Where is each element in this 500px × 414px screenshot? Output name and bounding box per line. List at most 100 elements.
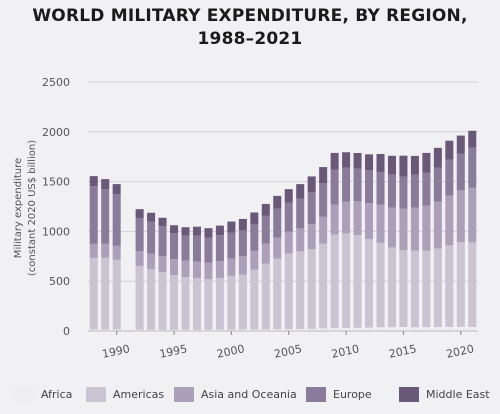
bar-segment: [296, 228, 305, 252]
bar-segment: [89, 257, 98, 330]
legend-swatch: [86, 387, 106, 402]
bar-segment: [410, 327, 419, 331]
x-tick-label: 1995: [158, 342, 188, 361]
bar-segment: [319, 243, 328, 329]
bar-segment: [399, 176, 408, 209]
bar-segment: [433, 248, 442, 328]
y-axis-label-line-2: (constant 2020 US$ billion): [27, 140, 38, 276]
bar-segment: [433, 201, 442, 249]
bar-segment: [399, 327, 408, 331]
bar-segment: [284, 231, 293, 254]
bar-segment: [135, 329, 144, 331]
legend-label: Africa: [41, 388, 73, 401]
bar-segment: [433, 167, 442, 202]
bar-segment: [158, 217, 167, 227]
bar-segment: [296, 184, 305, 199]
bar-segment: [376, 327, 385, 331]
bar-segment: [261, 215, 270, 244]
bar-segment: [468, 187, 477, 243]
bar-segment: [422, 172, 431, 206]
bar-segment: [135, 265, 144, 330]
bar-segment: [112, 245, 121, 260]
bar-segment: [170, 225, 179, 234]
bar-segment: [227, 329, 236, 331]
bar-segment: [296, 329, 305, 331]
bar-segment: [204, 279, 213, 330]
bar-segment: [307, 176, 316, 193]
y-tick-label: 500: [49, 275, 70, 288]
bar-segment: [376, 242, 385, 328]
bar-segment: [284, 189, 293, 203]
bar-segment: [456, 242, 465, 327]
bar-segment: [353, 168, 362, 202]
bar-segment: [296, 251, 305, 330]
bar-segment: [273, 208, 282, 238]
bar-segment: [158, 256, 167, 273]
bar-segment: [89, 329, 98, 331]
bar-segment: [365, 170, 374, 204]
bar-segment: [261, 203, 270, 216]
bar-segment: [215, 225, 224, 236]
bar-segment: [238, 329, 247, 331]
y-tick-label: 1500: [42, 176, 70, 189]
bar-segment: [468, 327, 477, 331]
bar-segment: [399, 208, 408, 251]
bar-segment: [147, 253, 156, 270]
bar-segment: [101, 179, 110, 190]
legend-label: Americas: [113, 388, 165, 401]
bar-segment: [112, 329, 121, 331]
bar-segment: [250, 269, 259, 330]
bar-segment: [284, 329, 293, 331]
bar-segment: [238, 256, 247, 275]
bar-segment: [330, 169, 339, 205]
bar-segment: [147, 221, 156, 254]
bar-segment: [456, 153, 465, 191]
bar-segment: [89, 243, 98, 258]
x-tick-label: 2015: [388, 342, 418, 361]
legend-label: Asia and Oceania: [201, 388, 297, 401]
bar-segment: [468, 147, 477, 188]
bar-segment: [147, 212, 156, 222]
bar-segment: [319, 216, 328, 244]
bar-segment: [101, 243, 110, 258]
bar-segment: [330, 152, 339, 170]
legend-swatch: [306, 387, 326, 402]
bar-segment: [330, 234, 339, 329]
y-axis-label-line-1: Military expenditure: [13, 158, 24, 258]
x-tick-label: 2020: [445, 342, 475, 361]
bar-segment: [376, 154, 385, 172]
bar-segment: [410, 174, 419, 208]
bar-segment: [147, 329, 156, 331]
bar-segment: [319, 328, 328, 331]
bar-segment: [422, 250, 431, 328]
bar-segment: [353, 235, 362, 328]
bar-segment: [238, 274, 247, 330]
bar-segment: [181, 235, 190, 261]
bar-segment: [468, 242, 477, 328]
bar-segment: [89, 186, 98, 244]
bar-segment: [112, 194, 121, 246]
bar-segment: [422, 327, 431, 331]
bar-segment: [192, 278, 201, 330]
bar-segment: [284, 253, 293, 330]
bar-segment: [422, 205, 431, 251]
bar-segment: [376, 204, 385, 243]
bar-segment: [387, 327, 396, 331]
bar-segment: [445, 159, 454, 196]
bar-segment: [135, 251, 144, 266]
bar-segment: [284, 202, 293, 232]
bar-segment: [101, 329, 110, 331]
bar-segment: [112, 184, 121, 195]
x-tick-label: 2010: [330, 342, 360, 361]
bar-segment: [261, 263, 270, 330]
chart-legend: Africa Americas Asia and Oceania Europe Midd…: [14, 386, 496, 406]
bar-segment: [342, 201, 351, 234]
bar-segment: [112, 259, 121, 330]
bar-segment: [353, 327, 362, 331]
bar-segment: [192, 226, 201, 236]
bar-segment: [192, 329, 201, 331]
bar-segment: [250, 329, 259, 331]
bar-segment: [89, 176, 98, 187]
bar-segment: [238, 230, 247, 257]
